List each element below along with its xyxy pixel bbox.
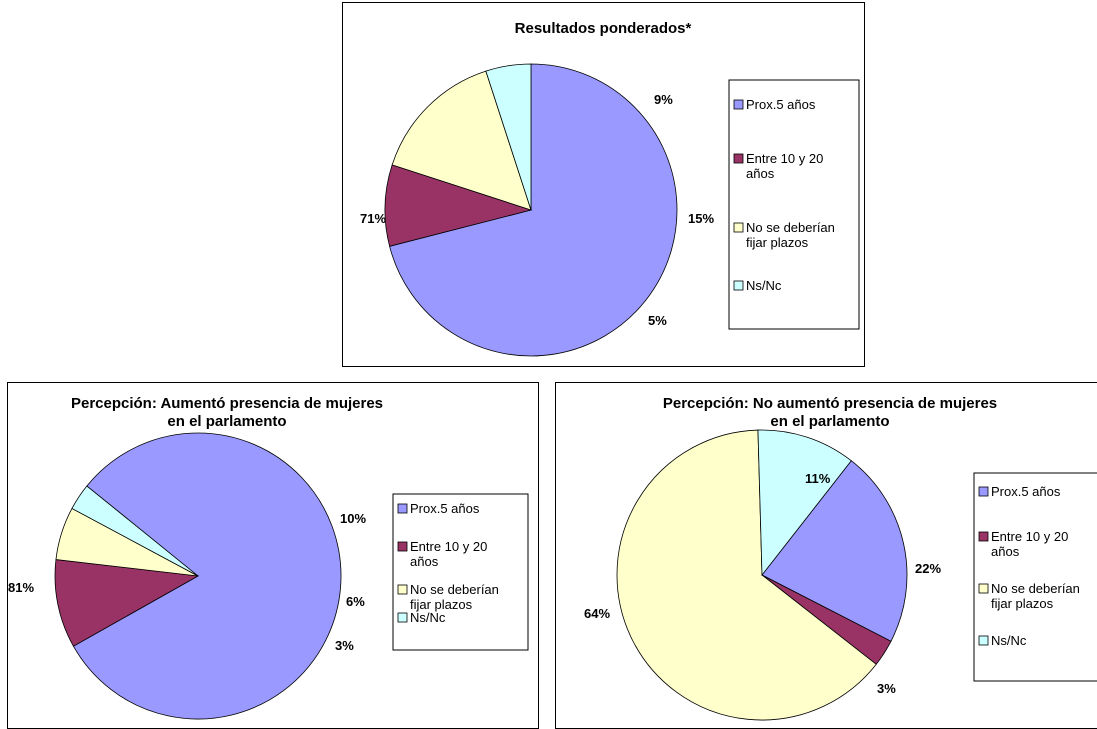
chart-title: en el parlamento: [167, 413, 286, 430]
legend-label-entre1020: años: [746, 166, 775, 181]
legend-label-noplazos: No se deberían: [746, 220, 835, 235]
slice-label-noplazos: 6%: [346, 594, 365, 609]
legend-label-nsnc: Ns/Nc: [410, 610, 446, 625]
legend-swatch-nsnc: [397, 612, 408, 623]
chart-title: Percepción: Aumentó presencia de mujeres: [71, 395, 383, 412]
legend-label-nsnc: Ns/Nc: [991, 633, 1027, 648]
pie-slice-prox5: [389, 63, 678, 357]
legend-swatch-noplazos: [733, 222, 744, 233]
slice-label-noplazos: 64%: [584, 606, 610, 621]
pie-slice-entre1020: [384, 164, 533, 247]
legend-box: [973, 472, 1097, 682]
slice-label-prox5: 71%: [360, 211, 386, 226]
chart-no-aumento-presencia: Percepción: No aumentó presencia de muje…: [555, 382, 1097, 729]
legend-swatch-nsnc: [978, 635, 989, 646]
legend-swatch-entre1020: [397, 541, 408, 552]
legend-label-entre1020: Entre 10 y 20: [746, 151, 823, 166]
pie-slice-entre1020: [54, 559, 200, 647]
legend-label-entre1020: Entre 10 y 20: [410, 539, 487, 554]
legend-swatch-noplazos: [978, 583, 989, 594]
legend-label-prox5: Prox.5 años: [410, 501, 480, 516]
pie-slice-prox5: [72, 432, 342, 720]
legend-label-prox5: Prox.5 años: [991, 484, 1061, 499]
pie-chart-3: Percepción: No aumentó presencia de muje…: [584, 395, 1097, 721]
chart-title: Resultados ponderados*: [515, 20, 692, 37]
pie-slice-nsnc: [485, 63, 532, 211]
chart-aumento-presencia: Percepción: Aumentó presencia de mujeres…: [7, 382, 539, 729]
pie-slice-noplazos: [616, 429, 877, 721]
legend-swatch-entre1020: [733, 153, 744, 164]
legend-box: [392, 493, 529, 651]
legend-swatch-prox5: [978, 486, 989, 497]
legend-label-noplazos: fijar plazos: [991, 596, 1054, 611]
pie-chart-1: Resultados ponderados* 71% 9% 15% 5% Prox.5 a…: [360, 20, 860, 357]
legend-label-entre1020: Entre 10 y 20: [991, 529, 1068, 544]
slice-label-nsnc: 3%: [335, 638, 354, 653]
legend-swatch-prox5: [397, 503, 408, 514]
legend-swatch-entre1020: [978, 531, 989, 542]
legend-swatch-noplazos: [397, 584, 408, 595]
slice-label-entre1020: 3%: [877, 681, 896, 696]
pie-slice-prox5: [761, 460, 908, 642]
slice-label-nsnc: 5%: [648, 313, 667, 328]
slice-label-nsnc: 11%: [805, 471, 831, 486]
pie-chart-2: Percepción: Aumentó presencia de mujeres…: [8, 395, 529, 720]
chart-resultados-ponderados: Resultados ponderados* 71% 9% 15% 5% Prox.5 a…: [342, 2, 865, 367]
legend-label-entre1020: años: [991, 544, 1020, 559]
legend-box: [728, 79, 860, 330]
pie-slice-noplazos: [391, 70, 532, 211]
slice-label-prox5: 22%: [915, 561, 941, 576]
slice-label-entre1020: 10%: [340, 511, 366, 526]
slice-label-prox5: 81%: [8, 580, 34, 595]
pie-slice-nsnc: [71, 485, 199, 577]
slice-label-entre1020: 9%: [654, 92, 673, 107]
legend-swatch-nsnc: [733, 280, 744, 291]
legend-label-nsnc: Ns/Nc: [746, 278, 782, 293]
legend-label-noplazos: fijar plazos: [746, 235, 809, 250]
pie-slice-nsnc: [757, 429, 852, 577]
legend-swatch-prox5: [733, 99, 744, 110]
legend-label-noplazos: No se deberían: [410, 582, 499, 597]
legend-label-prox5: Prox.5 años: [746, 97, 816, 112]
chart-title: Percepción: No aumentó presencia de muje…: [663, 395, 997, 412]
legend-label-noplazos: No se deberían: [991, 581, 1080, 596]
chart-title: en el parlamento: [770, 413, 889, 430]
slice-label-noplazos: 15%: [688, 211, 714, 226]
legend-label-noplazos: fijar plazos: [410, 597, 473, 612]
legend-label-entre1020: años: [410, 554, 439, 569]
